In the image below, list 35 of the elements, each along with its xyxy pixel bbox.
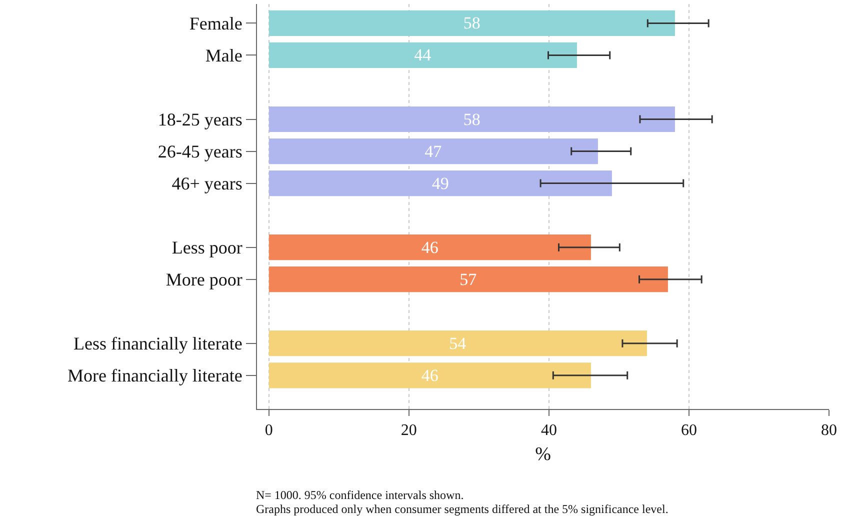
x-tick-label: 40 [540, 422, 557, 440]
x-axis-title: % [535, 444, 552, 465]
bar [268, 170, 612, 196]
bar [268, 266, 668, 292]
bar [268, 138, 598, 164]
data-label: 58 [463, 14, 480, 33]
x-tick-label: 60 [680, 422, 697, 440]
data-label: 46 [421, 238, 438, 257]
x-tick-label: 80 [821, 422, 837, 440]
text: Graphs produced only when consumer segments differed at the 5% significance level. [256, 502, 668, 516]
y-tick-label: 46+ years [172, 174, 242, 194]
y-tick-label: 18-25 years [158, 110, 242, 130]
y-tick-label: More financially literate [67, 366, 242, 386]
data-label: 54 [449, 334, 467, 353]
y-tick-label: More poor [166, 270, 242, 290]
y-tick-label: Less financially literate [73, 334, 242, 354]
y-tick-label: 26-45 years [158, 142, 242, 162]
x-tick-label: 0 [264, 422, 273, 440]
bar [268, 106, 675, 132]
bar [268, 362, 591, 388]
bar [268, 10, 675, 36]
data-label: 46 [421, 366, 438, 385]
bar [268, 330, 647, 356]
bar [268, 234, 591, 260]
x-tick-label: 20 [400, 422, 417, 440]
data-label: 57 [460, 270, 478, 289]
data-label: 58 [463, 110, 480, 129]
bar [268, 42, 577, 68]
data-label: 47 [424, 142, 442, 161]
data-label: 44 [414, 46, 432, 65]
y-tick-label: Less poor [172, 238, 242, 258]
y-tick-label: Male [205, 46, 242, 66]
text: N= 1000. 95% confidence intervals shown. [256, 488, 464, 502]
y-tick-label: Female [189, 14, 242, 34]
data-label: 49 [432, 174, 449, 193]
